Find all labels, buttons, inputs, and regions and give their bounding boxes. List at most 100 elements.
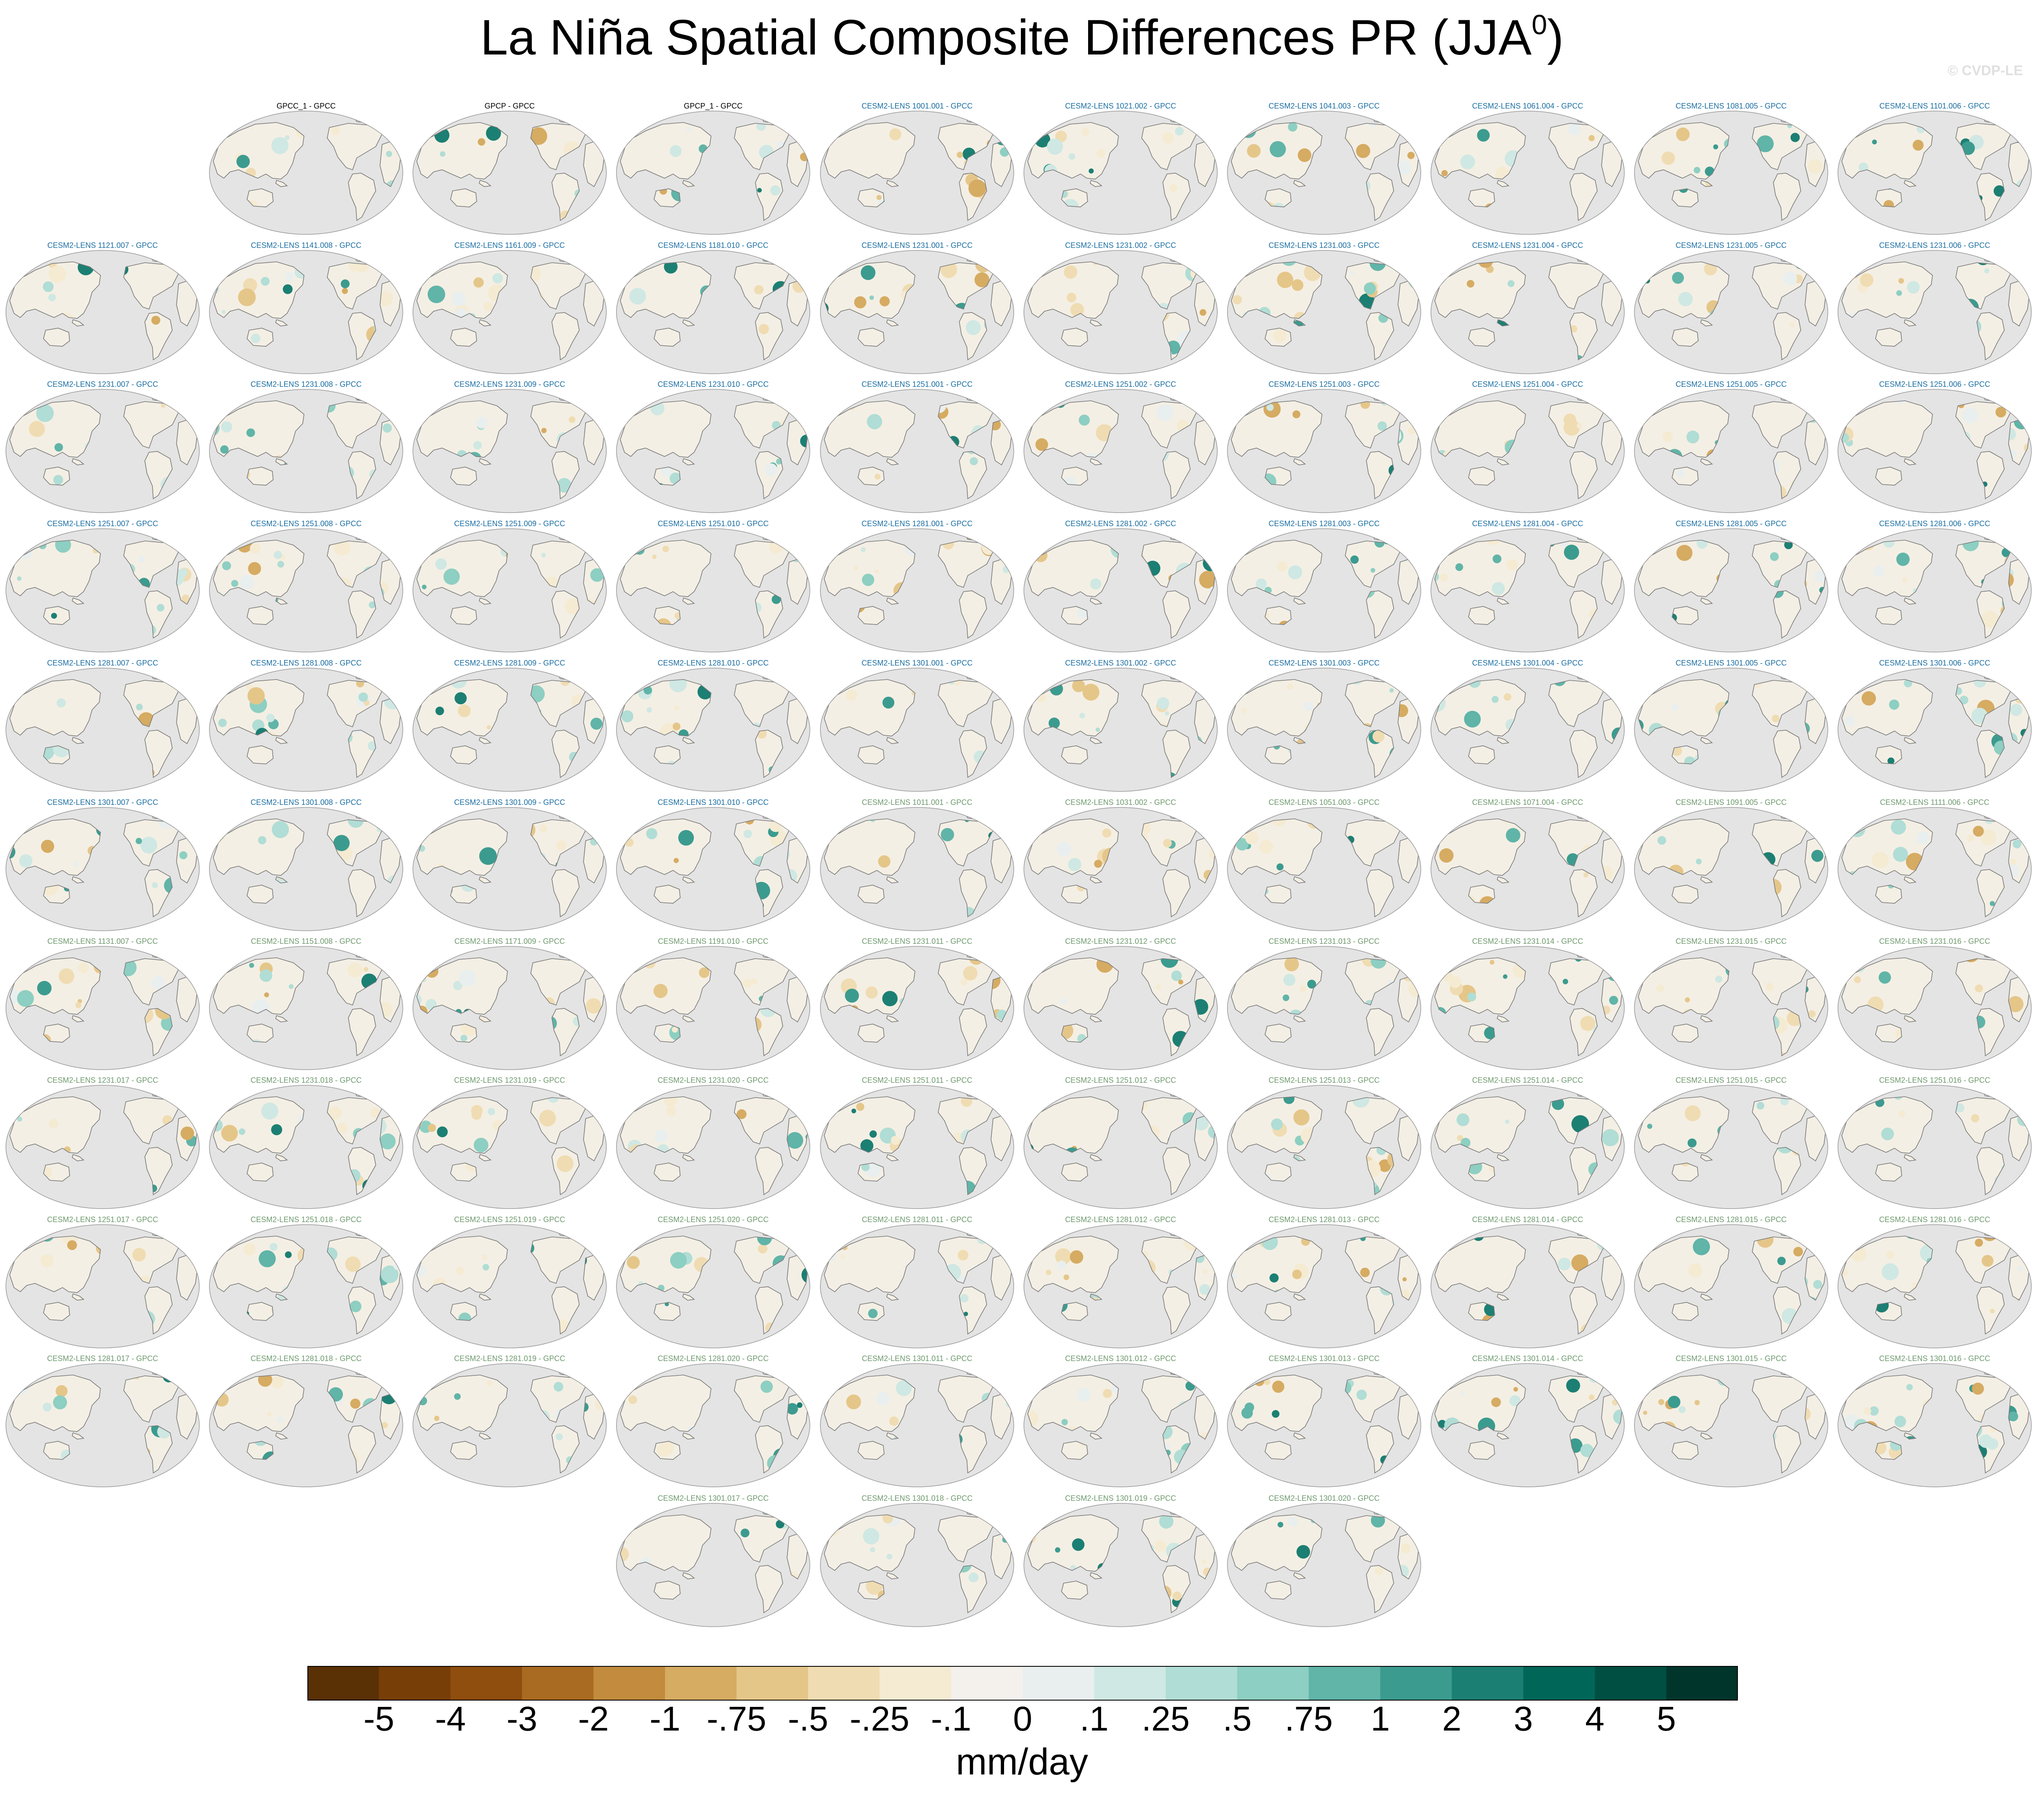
map-panel: CESM2-LENS 1251.010 - GPCC	[614, 519, 812, 653]
panel-title: CESM2-LENS 1281.002 - GPCC	[1021, 519, 1220, 528]
colorbar-tick-label: -.75	[686, 1702, 787, 1736]
map-svg	[1227, 1224, 1421, 1348]
panel-title: CESM2-LENS 1231.011 - GPCC	[818, 937, 1016, 946]
map-land	[1434, 112, 1623, 221]
panel-title: CESM2-LENS 1281.014 - GPCC	[1428, 1215, 1627, 1224]
map-svg	[1023, 1085, 1218, 1209]
colorbar-tick-label: -.5	[757, 1702, 859, 1736]
map-border	[413, 528, 607, 652]
map-svg	[1431, 1224, 1625, 1348]
map-border	[209, 111, 403, 235]
map-panel: GPCP - GPCC	[410, 101, 609, 236]
colorbar-tick-label: .5	[1186, 1702, 1288, 1736]
map-panel: CESM2-LENS 1231.020 - GPCC	[614, 1076, 812, 1210]
map-panel: CESM2-LENS 1251.006 - GPCC	[1835, 380, 2034, 514]
map-svg	[616, 111, 810, 235]
map-border	[820, 1503, 1014, 1627]
panel-title: CESM2-LENS 1251.014 - GPCC	[1428, 1076, 1627, 1085]
map-panel: CESM2-LENS 1281.002 - GPCC	[1021, 519, 1220, 653]
panel-title: CESM2-LENS 1251.013 - GPCC	[1225, 1076, 1423, 1085]
map-border	[1431, 528, 1625, 652]
map-svg	[5, 250, 200, 374]
map-land	[1027, 1086, 1216, 1196]
map-border	[413, 250, 607, 374]
panel-title: CESM2-LENS 1251.005 - GPCC	[1632, 380, 1830, 389]
map-svg	[1838, 807, 2032, 931]
panel-title: CESM2-LENS 1021.002 - GPCC	[1021, 101, 1220, 111]
map-svg	[1431, 946, 1625, 1070]
map-panel: CESM2-LENS 1071.004 - GPCC	[1428, 798, 1627, 932]
panel-title: CESM2-LENS 1301.003 - GPCC	[1225, 658, 1423, 668]
figure-title: La Niña Spatial Composite Differences PR…	[0, 11, 2044, 62]
map-border	[209, 668, 403, 792]
map-panel: CESM2-LENS 1281.014 - GPCC	[1428, 1215, 1627, 1349]
map-border	[820, 668, 1014, 792]
map-panel: CESM2-LENS 1051.003 - GPCC	[1225, 798, 1423, 932]
map-svg	[1023, 389, 1218, 513]
map-land	[620, 808, 809, 918]
panel-title: CESM2-LENS 1301.010 - GPCC	[614, 798, 812, 807]
map-border	[413, 946, 607, 1070]
map-svg	[1634, 1224, 1828, 1348]
panel-title: CESM2-LENS 1161.009 - GPCC	[410, 241, 609, 250]
panel-title: CESM2-LENS 1251.006 - GPCC	[1835, 380, 2034, 389]
panel-title: CESM2-LENS 1231.019 - GPCC	[410, 1076, 609, 1085]
map-border	[820, 807, 1014, 931]
panel-title: CESM2-LENS 1231.003 - GPCC	[1225, 241, 1423, 250]
map-panel: CESM2-LENS 1101.006 - GPCC	[1835, 101, 2034, 236]
colorbar-swatch	[736, 1666, 809, 1701]
panel-title: CESM2-LENS 1301.020 - GPCC	[1225, 1494, 1423, 1503]
map-svg	[1227, 1503, 1421, 1627]
panel-title: CESM2-LENS 1281.013 - GPCC	[1225, 1215, 1423, 1224]
map-panel: CESM2-LENS 1301.009 - GPCC	[410, 798, 609, 932]
map-panel: CESM2-LENS 1281.008 - GPCC	[207, 658, 405, 793]
map-svg	[1838, 668, 2032, 792]
map-border	[209, 1085, 403, 1209]
map-border	[1227, 946, 1421, 1070]
map-svg	[1227, 111, 1421, 235]
map-panel: CESM2-LENS 1231.004 - GPCC	[1428, 241, 1627, 375]
colorbar-tick-label: -.1	[901, 1702, 1002, 1736]
map-panel: CESM2-LENS 1251.007 - GPCC	[3, 519, 202, 653]
map-border	[1023, 1503, 1218, 1627]
map-svg	[5, 1085, 200, 1209]
map-svg	[413, 807, 607, 931]
map-border	[616, 1224, 810, 1348]
map-svg	[1023, 528, 1218, 652]
map-svg	[1838, 1224, 2032, 1348]
panel-title: CESM2-LENS 1281.004 - GPCC	[1428, 519, 1627, 528]
map-border	[1431, 807, 1625, 931]
map-panel: CESM2-LENS 1231.008 - GPCC	[207, 380, 405, 514]
panel-title: CESM2-LENS 1171.009 - GPCC	[410, 937, 609, 946]
map-border	[209, 250, 403, 374]
map-panel: CESM2-LENS 1231.013 - GPCC	[1225, 937, 1423, 1071]
map-svg	[820, 250, 1014, 374]
map-border	[1634, 1363, 1828, 1487]
panel-title: GPCP_1 - GPCC	[614, 101, 812, 111]
map-svg	[209, 111, 403, 235]
map-border	[1634, 528, 1828, 652]
map-svg	[413, 1224, 607, 1348]
panel-title: CESM2-LENS 1251.017 - GPCC	[3, 1215, 202, 1224]
map-panel: CESM2-LENS 1301.004 - GPCC	[1428, 658, 1627, 793]
panel-title: CESM2-LENS 1281.009 - GPCC	[410, 658, 609, 668]
map-svg	[413, 111, 607, 235]
map-svg	[5, 528, 200, 652]
map-svg	[413, 1085, 607, 1209]
map-border	[1838, 1224, 2032, 1348]
map-border	[1227, 250, 1421, 374]
map-svg	[5, 668, 200, 792]
map-border	[616, 528, 810, 652]
map-svg	[209, 1085, 403, 1209]
map-panel: CESM2-LENS 1251.014 - GPCC	[1428, 1076, 1627, 1210]
map-border	[1227, 807, 1421, 931]
map-svg	[1023, 111, 1218, 235]
map-svg	[1227, 1363, 1421, 1487]
map-border	[1838, 389, 2032, 513]
panel-title: CESM2-LENS 1231.014 - GPCC	[1428, 937, 1627, 946]
map-border	[820, 389, 1014, 513]
map-svg	[820, 1224, 1014, 1348]
map-svg	[413, 389, 607, 513]
map-svg	[413, 668, 607, 792]
panel-title: CESM2-LENS 1251.020 - GPCC	[614, 1215, 812, 1224]
